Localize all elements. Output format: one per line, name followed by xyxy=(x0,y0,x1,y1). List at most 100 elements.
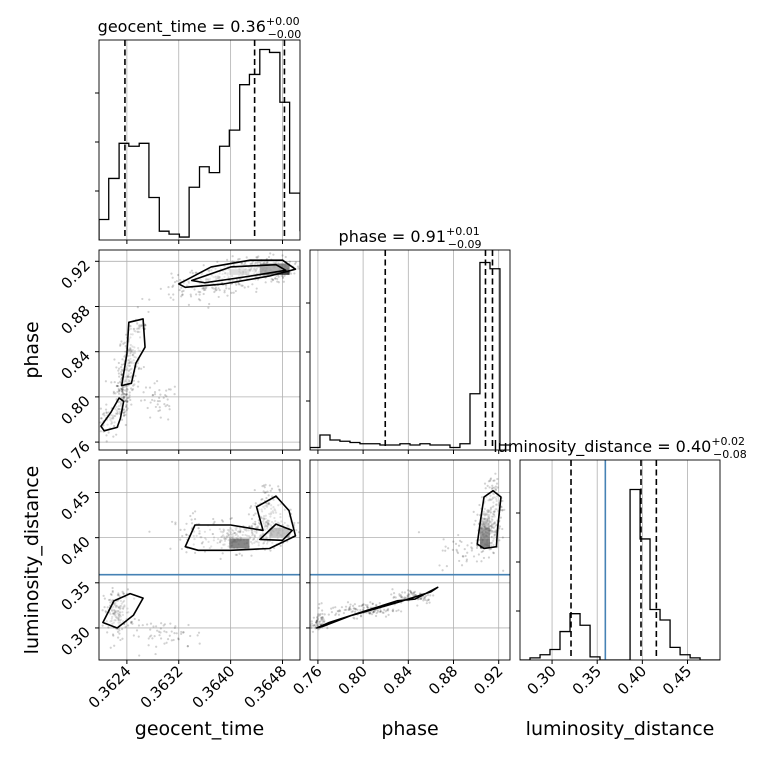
sample-point xyxy=(138,654,141,657)
sample-point xyxy=(173,626,176,630)
sample-point xyxy=(167,388,171,391)
sample-point xyxy=(108,416,111,419)
sample-point xyxy=(245,256,248,259)
sample-point xyxy=(489,479,492,483)
sample-point xyxy=(252,514,255,517)
contour-line xyxy=(476,489,502,550)
sample-point xyxy=(261,274,264,277)
sample-point xyxy=(350,610,353,613)
sample-point xyxy=(262,518,266,521)
title-minus-error: −0.00 xyxy=(268,28,302,41)
sample-point xyxy=(251,262,254,265)
sample-point xyxy=(153,393,157,396)
sample-point xyxy=(271,541,274,545)
sample-point xyxy=(116,630,120,634)
sample-point xyxy=(229,532,232,536)
sample-point xyxy=(186,645,189,648)
sample-point xyxy=(223,529,226,532)
sample-point xyxy=(214,278,217,281)
sample-point xyxy=(114,611,118,614)
sample-point xyxy=(264,537,267,540)
sample-point xyxy=(264,514,267,517)
panel-content xyxy=(310,472,510,633)
sample-point xyxy=(255,540,259,543)
panel-background xyxy=(99,460,300,660)
sample-point xyxy=(116,594,119,597)
sample-point xyxy=(265,525,268,528)
sample-point xyxy=(246,534,249,537)
sample-point xyxy=(500,505,503,509)
sample-point xyxy=(493,479,496,482)
density-cell xyxy=(479,517,490,528)
sample-point xyxy=(493,510,496,513)
x-tick-label-phase: 0.80 xyxy=(335,662,371,698)
sample-point xyxy=(228,528,231,532)
sample-point xyxy=(483,525,486,529)
sample-point xyxy=(117,392,121,395)
sample-point xyxy=(121,637,124,640)
sample-point xyxy=(151,637,154,640)
sample-point xyxy=(283,274,286,277)
sample-point xyxy=(120,340,123,343)
sample-point xyxy=(249,540,253,543)
sample-point xyxy=(164,405,167,408)
sample-point xyxy=(348,608,351,611)
sample-point xyxy=(411,593,414,596)
sample-point xyxy=(115,616,118,619)
sample-point xyxy=(111,421,114,424)
sample-point xyxy=(115,433,118,436)
sample-point xyxy=(169,622,172,625)
sample-point xyxy=(482,522,485,526)
sample-point xyxy=(243,263,246,266)
sample-point xyxy=(432,594,435,597)
sample-point xyxy=(457,533,460,537)
sample-point xyxy=(310,626,313,630)
sample-point xyxy=(276,525,279,528)
sample-point xyxy=(260,498,263,501)
sample-point xyxy=(118,629,121,632)
sample-point xyxy=(129,360,132,363)
sample-point xyxy=(110,417,113,420)
sample-point xyxy=(197,527,200,530)
sample-point xyxy=(116,612,119,615)
sample-point xyxy=(213,290,216,294)
sample-point xyxy=(282,280,285,283)
sample-point xyxy=(254,522,257,526)
sample-point xyxy=(216,277,219,280)
sample-point xyxy=(197,532,201,535)
sample-point xyxy=(353,610,357,613)
sample-point xyxy=(491,525,494,528)
sample-point xyxy=(149,401,152,404)
sample-point xyxy=(127,375,130,378)
sample-point xyxy=(190,518,193,521)
sample-point xyxy=(495,508,498,511)
sample-point xyxy=(485,513,488,516)
sample-point xyxy=(488,498,491,501)
sample-point xyxy=(261,532,264,535)
sample-point xyxy=(492,526,495,529)
y-tick-label-phase: 0.88 xyxy=(57,302,93,338)
sample-point xyxy=(137,324,140,327)
sample-point xyxy=(262,484,265,487)
sample-point xyxy=(483,517,487,521)
sample-point xyxy=(124,378,127,381)
sample-point xyxy=(146,623,149,626)
sample-point xyxy=(403,591,407,594)
sample-point xyxy=(221,520,225,523)
sample-point xyxy=(120,373,123,376)
sample-point xyxy=(118,606,121,609)
sample-point xyxy=(486,519,489,522)
sample-point xyxy=(457,544,461,547)
sample-point xyxy=(126,375,129,378)
sample-point xyxy=(247,535,250,538)
sample-point xyxy=(122,413,126,417)
title-plus-error: +0.02 xyxy=(711,435,745,448)
sample-point xyxy=(490,541,494,544)
sample-point xyxy=(393,595,396,598)
sample-point xyxy=(238,530,242,533)
sample-point xyxy=(163,403,166,406)
sample-point xyxy=(227,275,230,278)
sample-point xyxy=(99,417,103,420)
sample-point xyxy=(264,521,267,524)
sample-point xyxy=(470,546,473,549)
